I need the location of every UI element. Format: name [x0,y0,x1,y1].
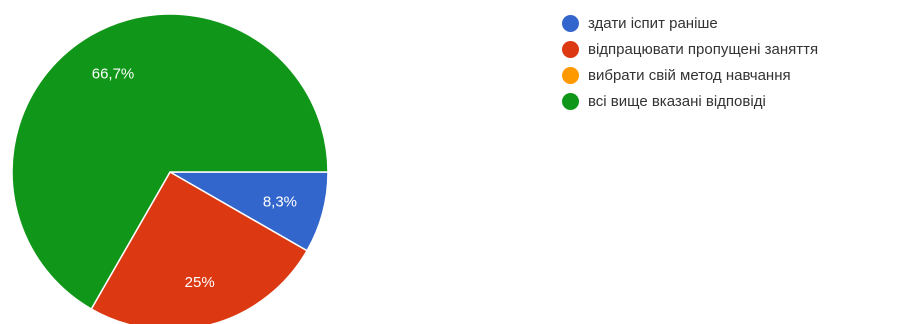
slice-percent-label: 8,3% [263,193,297,210]
legend-swatch-blue [562,14,579,32]
pie-slice[interactable] [11,13,329,311]
slice-percent-label: 66,7% [92,66,135,83]
legend-item-make-up-classes[interactable]: відпрацювати пропущені заняття [562,36,818,62]
legend-item-all-of-above[interactable]: всі вище вказані відповіді [562,88,818,114]
legend-label: здати іспит раніше [588,14,718,32]
legend-swatch-orange [562,66,579,84]
chart-legend: здати іспит раніше відпрацювати пропущен… [562,10,818,114]
legend-item-own-method[interactable]: вибрати свій метод навчання [562,62,818,88]
legend-label: вибрати свій метод навчання [588,66,791,84]
slice-percent-label: 25% [185,274,215,291]
legend-item-early-exam[interactable]: здати іспит раніше [562,10,818,36]
pie-slice[interactable] [90,170,309,324]
legend-label: всі вище вказані відповіді [588,92,766,110]
legend-swatch-red [562,40,579,58]
legend-label: відпрацювати пропущені заняття [588,40,819,58]
legend-swatch-green [562,92,579,110]
